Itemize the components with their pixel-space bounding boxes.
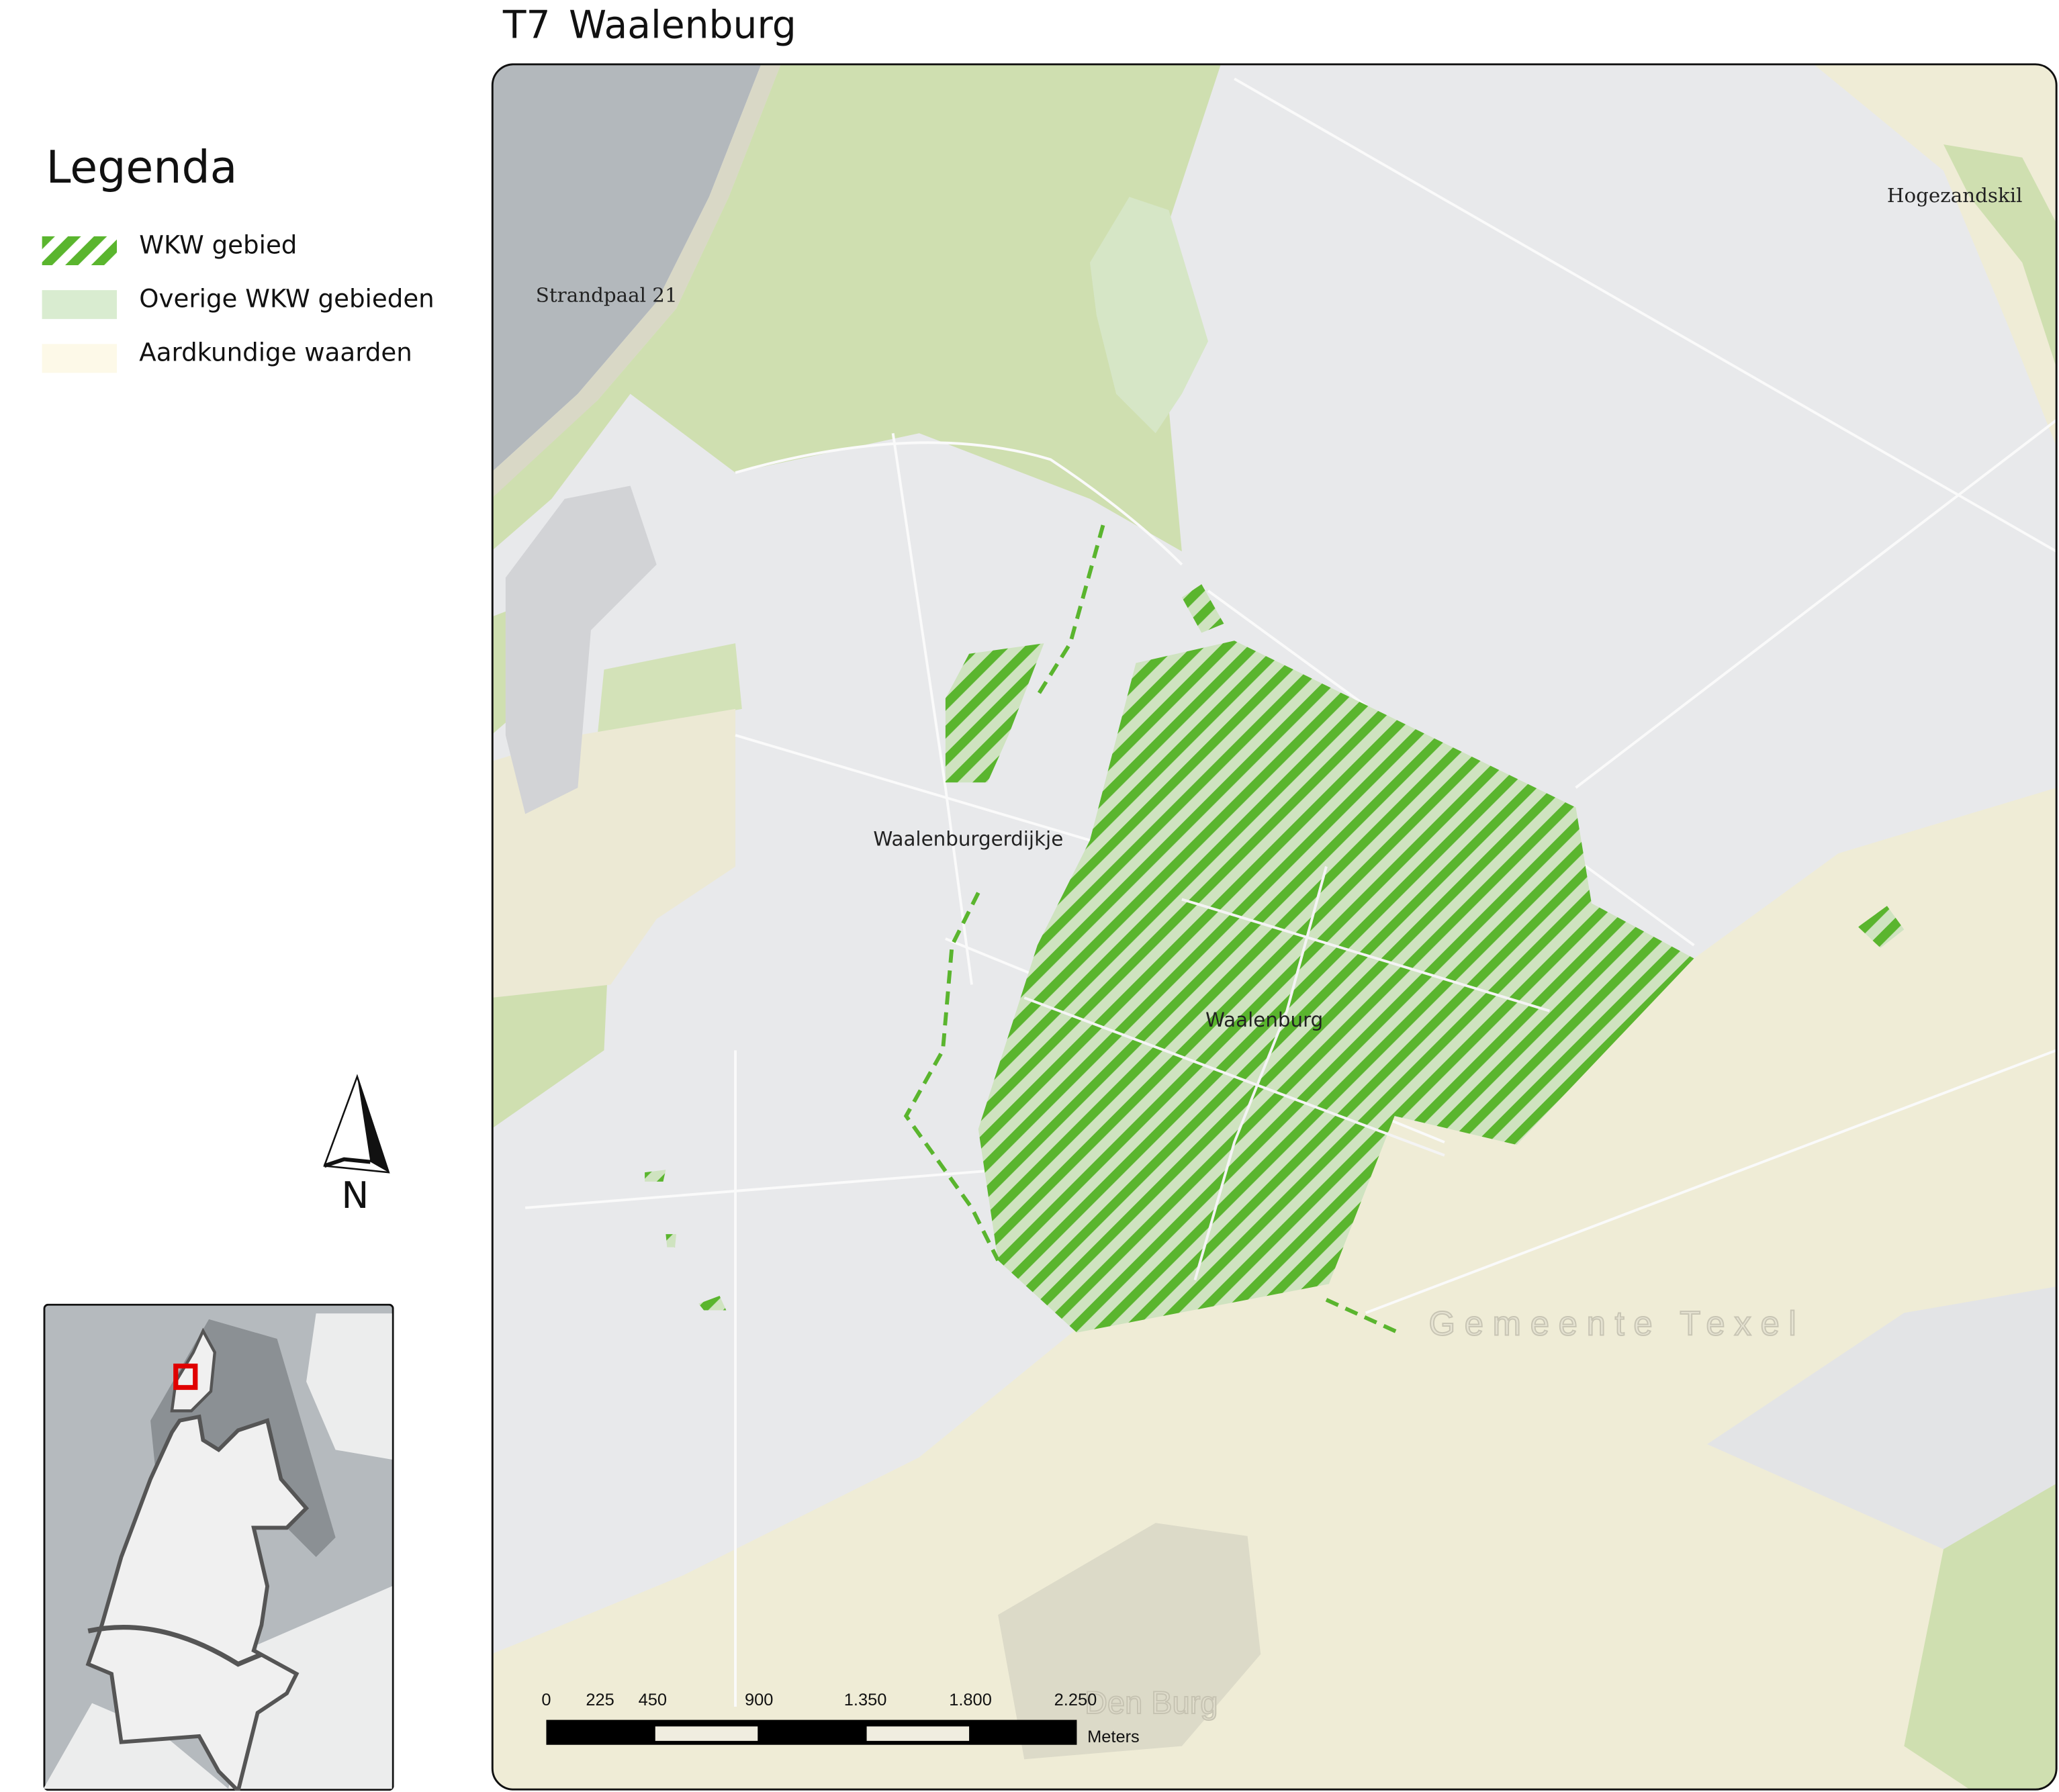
inset-extent-indicator <box>173 1363 198 1390</box>
scale-tick: 1.800 <box>949 1689 992 1709</box>
scale-tick: 1.350 <box>843 1689 887 1709</box>
legend-overige-swatch <box>42 290 118 320</box>
green-left-3 <box>597 643 742 736</box>
inset-noord-holland <box>85 1414 310 1791</box>
dune-area <box>492 64 1222 552</box>
label-gemeente: Gemeente Texel <box>1428 1303 1806 1344</box>
north-arrow-icon <box>323 1074 390 1174</box>
wkw-small-3[interactable] <box>698 1295 727 1311</box>
legend-aardkundig-swatch <box>42 344 118 373</box>
label-waalenburgerdijkje: Waalenburgerdijkje <box>873 827 1064 851</box>
wkw-main[interactable] <box>978 641 1694 1333</box>
scale-bar <box>546 1719 1077 1745</box>
label-strandpaal: Strandpaal 21 <box>535 283 678 308</box>
village-de-koog <box>505 485 657 814</box>
label-den-burg: Den Burg <box>1084 1685 1218 1722</box>
scale-tick: 225 <box>586 1689 614 1709</box>
scale-tick: 450 <box>638 1689 668 1709</box>
inset-land-southeast <box>228 1586 392 1789</box>
green-northeast <box>1943 144 2057 368</box>
grey-southeast <box>1707 1286 2057 1602</box>
main-map[interactable] <box>491 63 2058 1791</box>
label-hogezandskil: Hogezandskil <box>1886 183 2023 207</box>
north-label: N <box>341 1174 369 1217</box>
wkw-gebied[interactable] <box>645 584 1905 1333</box>
inset-province-border <box>87 1624 263 1667</box>
legend-label-aardkundig: Aardkundige waarden <box>139 338 412 368</box>
scale-tick: 900 <box>745 1689 774 1709</box>
scale-units: Meters <box>1087 1726 1140 1746</box>
dune-strip <box>1089 197 1208 434</box>
wkw-small-1[interactable] <box>1181 584 1224 633</box>
beach <box>492 64 782 500</box>
green-southeast <box>1904 1483 2057 1790</box>
map-name: Waalenburg <box>569 2 796 48</box>
wkw-small-2[interactable] <box>645 1170 666 1182</box>
wkw-ditch-lines <box>903 524 1400 1335</box>
scale-segment-white-1 <box>655 1726 758 1741</box>
sea <box>492 64 762 473</box>
legend-title: Legenda <box>46 142 238 195</box>
inset-land-east <box>306 1313 392 1460</box>
wkw-north-strip[interactable] <box>945 643 1044 783</box>
map-frame <box>491 63 2058 1791</box>
legend-label-overige: Overige WKW gebieden <box>139 285 434 314</box>
legend-label-wkw: WKW gebied <box>139 231 298 261</box>
map-code: T7 <box>502 2 551 48</box>
scale-tick: 0 <box>541 1689 551 1709</box>
scale-segment-white-2 <box>866 1726 970 1741</box>
legend-hatch-swatch <box>42 236 118 265</box>
label-waalenburg: Waalenburg <box>1205 1008 1324 1032</box>
wkw-internal-roads <box>1023 866 1550 1281</box>
map-title: T7 Waalenburg <box>503 3 815 47</box>
scale-tick: 2.250 <box>1054 1689 1097 1709</box>
village-den-burg <box>998 1523 1261 1760</box>
wkw-small-east[interactable] <box>1858 906 1905 948</box>
overview-inset-map[interactable] <box>43 1303 394 1791</box>
wkw-small-4[interactable] <box>666 1234 677 1247</box>
inset-land-south <box>43 1703 229 1789</box>
